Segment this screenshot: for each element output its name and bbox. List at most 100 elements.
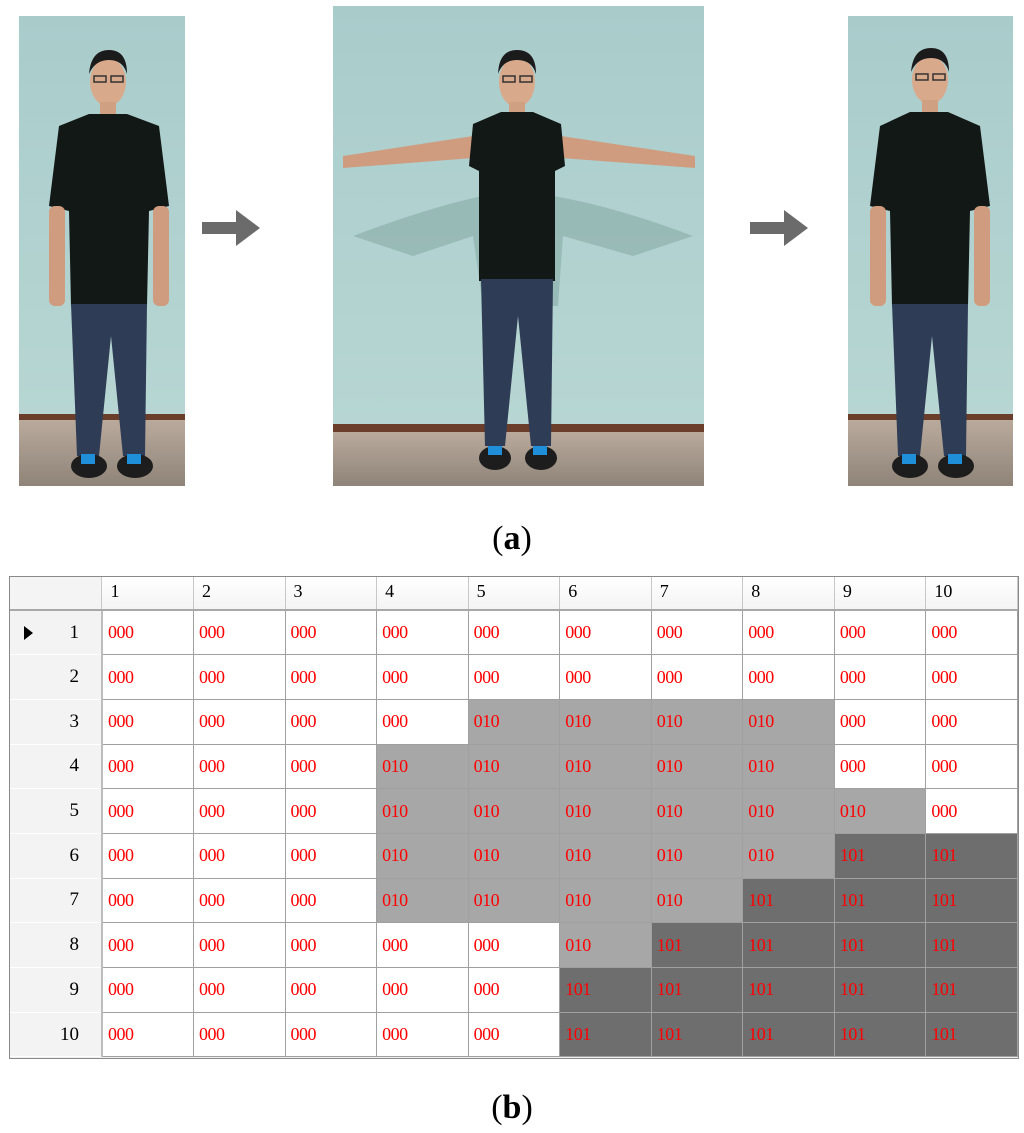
grid-cell[interactable]: 101 xyxy=(925,922,1018,968)
grid-cell[interactable]: 000 xyxy=(650,654,744,700)
grid-cell[interactable]: 101 xyxy=(650,1011,744,1058)
table-row[interactable]: 9 000 000 000 000 000 101 101 101 101 101 xyxy=(10,967,1018,1013)
grid-cell[interactable]: 101 xyxy=(833,922,927,968)
grid-cell[interactable]: 000 xyxy=(284,698,378,745)
grid-cell[interactable]: 000 xyxy=(467,609,561,656)
grid-cell[interactable]: 101 xyxy=(650,967,744,1013)
grid-cell[interactable]: 000 xyxy=(101,1011,194,1058)
grid-cell[interactable]: 101 xyxy=(742,877,835,924)
grid-cell[interactable]: 000 xyxy=(101,609,194,656)
grid-cell[interactable]: 000 xyxy=(101,877,194,924)
grid-cell[interactable]: 000 xyxy=(193,698,286,745)
grid-cell[interactable]: 000 xyxy=(193,1011,286,1058)
row-header[interactable]: 10 xyxy=(10,1012,103,1058)
column-header[interactable]: 1 xyxy=(101,577,194,611)
grid-cell[interactable]: 000 xyxy=(925,743,1018,790)
grid-cell[interactable]: 101 xyxy=(559,967,652,1013)
column-header[interactable]: 2 xyxy=(193,577,286,611)
table-row[interactable]: 6 000 000 000 010 010 010 010 010 101 101 xyxy=(10,832,1018,879)
table-row[interactable]: 8 000 000 000 000 000 010 101 101 101 101 xyxy=(10,922,1018,968)
table-row[interactable]: 4 000 000 000 010 010 010 010 010 000 000 xyxy=(10,743,1018,790)
grid-cell[interactable]: 101 xyxy=(559,1011,652,1058)
table-row[interactable]: 2 000 000 000 000 000 000 000 000 000 000 xyxy=(10,654,1018,700)
grid-cell[interactable]: 000 xyxy=(376,1011,469,1058)
grid-cell[interactable]: 000 xyxy=(284,877,378,924)
grid-cell[interactable]: 000 xyxy=(833,698,927,745)
grid-cell[interactable]: 101 xyxy=(925,877,1018,924)
column-header[interactable]: 3 xyxy=(285,577,378,611)
grid-cell[interactable]: 000 xyxy=(101,743,194,790)
grid-cell[interactable]: 010 xyxy=(742,832,835,879)
row-header[interactable]: 8 xyxy=(10,922,103,968)
grid-cell[interactable]: 101 xyxy=(742,967,835,1013)
grid-cell[interactable]: 000 xyxy=(559,654,652,700)
grid-cell[interactable]: 000 xyxy=(467,1011,561,1058)
grid-cell[interactable]: 101 xyxy=(742,1011,835,1058)
grid-cell[interactable]: 000 xyxy=(925,788,1018,834)
grid-cell[interactable]: 010 xyxy=(559,788,652,834)
grid-cell[interactable]: 000 xyxy=(193,922,286,968)
column-header[interactable]: 4 xyxy=(376,577,469,611)
table-row[interactable]: 1 000 000 000 000 000 000 000 000 000 000 xyxy=(10,609,1018,656)
grid-cell[interactable]: 000 xyxy=(467,654,561,700)
grid-cell[interactable]: 010 xyxy=(559,922,652,968)
grid-cell[interactable]: 000 xyxy=(925,698,1018,745)
grid-cell[interactable]: 000 xyxy=(284,922,378,968)
column-header[interactable]: 6 xyxy=(559,577,652,611)
grid-cell[interactable]: 000 xyxy=(193,743,286,790)
grid-cell[interactable]: 000 xyxy=(467,967,561,1013)
grid-cell[interactable]: 000 xyxy=(284,832,378,879)
grid-cell[interactable]: 010 xyxy=(467,877,561,924)
column-header[interactable]: 8 xyxy=(742,577,835,611)
table-row[interactable]: 7 000 000 000 010 010 010 010 101 101 101 xyxy=(10,877,1018,924)
grid-cell[interactable]: 010 xyxy=(742,788,835,834)
grid-cell[interactable]: 000 xyxy=(467,922,561,968)
grid-cell[interactable]: 000 xyxy=(559,609,652,656)
grid-cell[interactable]: 000 xyxy=(925,609,1018,656)
grid-cell[interactable]: 010 xyxy=(742,743,835,790)
grid-cell[interactable]: 000 xyxy=(193,609,286,656)
grid-cell[interactable]: 000 xyxy=(101,654,194,700)
grid-cell[interactable]: 000 xyxy=(101,788,194,834)
column-header[interactable]: 7 xyxy=(651,577,744,611)
grid-cell[interactable]: 010 xyxy=(650,743,744,790)
grid-cell[interactable]: 010 xyxy=(559,698,652,745)
grid-cell[interactable]: 000 xyxy=(650,609,744,656)
grid-cell[interactable]: 101 xyxy=(925,967,1018,1013)
grid-cell[interactable]: 000 xyxy=(376,922,469,968)
grid-cell[interactable]: 000 xyxy=(833,609,927,656)
grid-cell[interactable]: 000 xyxy=(101,967,194,1013)
grid-cell[interactable]: 010 xyxy=(650,698,744,745)
grid-cell[interactable]: 000 xyxy=(742,654,835,700)
grid-cell[interactable]: 010 xyxy=(742,698,835,745)
grid-cell[interactable]: 000 xyxy=(376,654,469,700)
grid-cell[interactable]: 101 xyxy=(742,922,835,968)
grid-cell[interactable]: 010 xyxy=(650,877,744,924)
grid-cell[interactable]: 000 xyxy=(101,922,194,968)
grid-cell[interactable]: 000 xyxy=(193,654,286,700)
grid-cell[interactable]: 101 xyxy=(833,832,927,879)
grid-cell[interactable]: 101 xyxy=(925,832,1018,879)
grid-cell[interactable]: 010 xyxy=(559,832,652,879)
grid-cell[interactable]: 101 xyxy=(833,967,927,1013)
grid-cell[interactable]: 010 xyxy=(650,788,744,834)
grid-cell[interactable]: 010 xyxy=(376,788,469,834)
table-row[interactable]: 3 000 000 000 000 010 010 010 010 000 000 xyxy=(10,698,1018,745)
grid-cell[interactable]: 000 xyxy=(284,743,378,790)
grid-cell[interactable]: 000 xyxy=(376,698,469,745)
grid-cell[interactable]: 101 xyxy=(833,1011,927,1058)
grid-cell[interactable]: 010 xyxy=(467,832,561,879)
grid-cell[interactable]: 000 xyxy=(376,609,469,656)
grid-cell[interactable]: 000 xyxy=(925,654,1018,700)
grid-cell[interactable]: 000 xyxy=(193,967,286,1013)
grid-cell[interactable]: 000 xyxy=(284,609,378,656)
grid-cell[interactable]: 101 xyxy=(925,1011,1018,1058)
column-header[interactable]: 5 xyxy=(468,577,561,611)
row-header[interactable]: 9 xyxy=(10,967,103,1013)
grid-cell[interactable]: 000 xyxy=(742,609,835,656)
row-header[interactable]: 6 xyxy=(10,833,103,879)
grid-cell[interactable]: 010 xyxy=(467,788,561,834)
grid-cell[interactable]: 000 xyxy=(101,832,194,879)
grid-cell[interactable]: 010 xyxy=(467,743,561,790)
row-header[interactable]: 2 xyxy=(10,654,103,700)
